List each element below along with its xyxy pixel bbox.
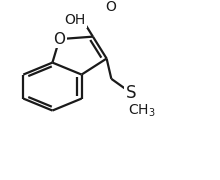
Text: O: O: [105, 0, 116, 14]
Text: S: S: [126, 84, 136, 102]
Text: OH: OH: [64, 13, 86, 27]
Text: O: O: [53, 32, 65, 47]
Text: CH$_3$: CH$_3$: [128, 102, 156, 119]
